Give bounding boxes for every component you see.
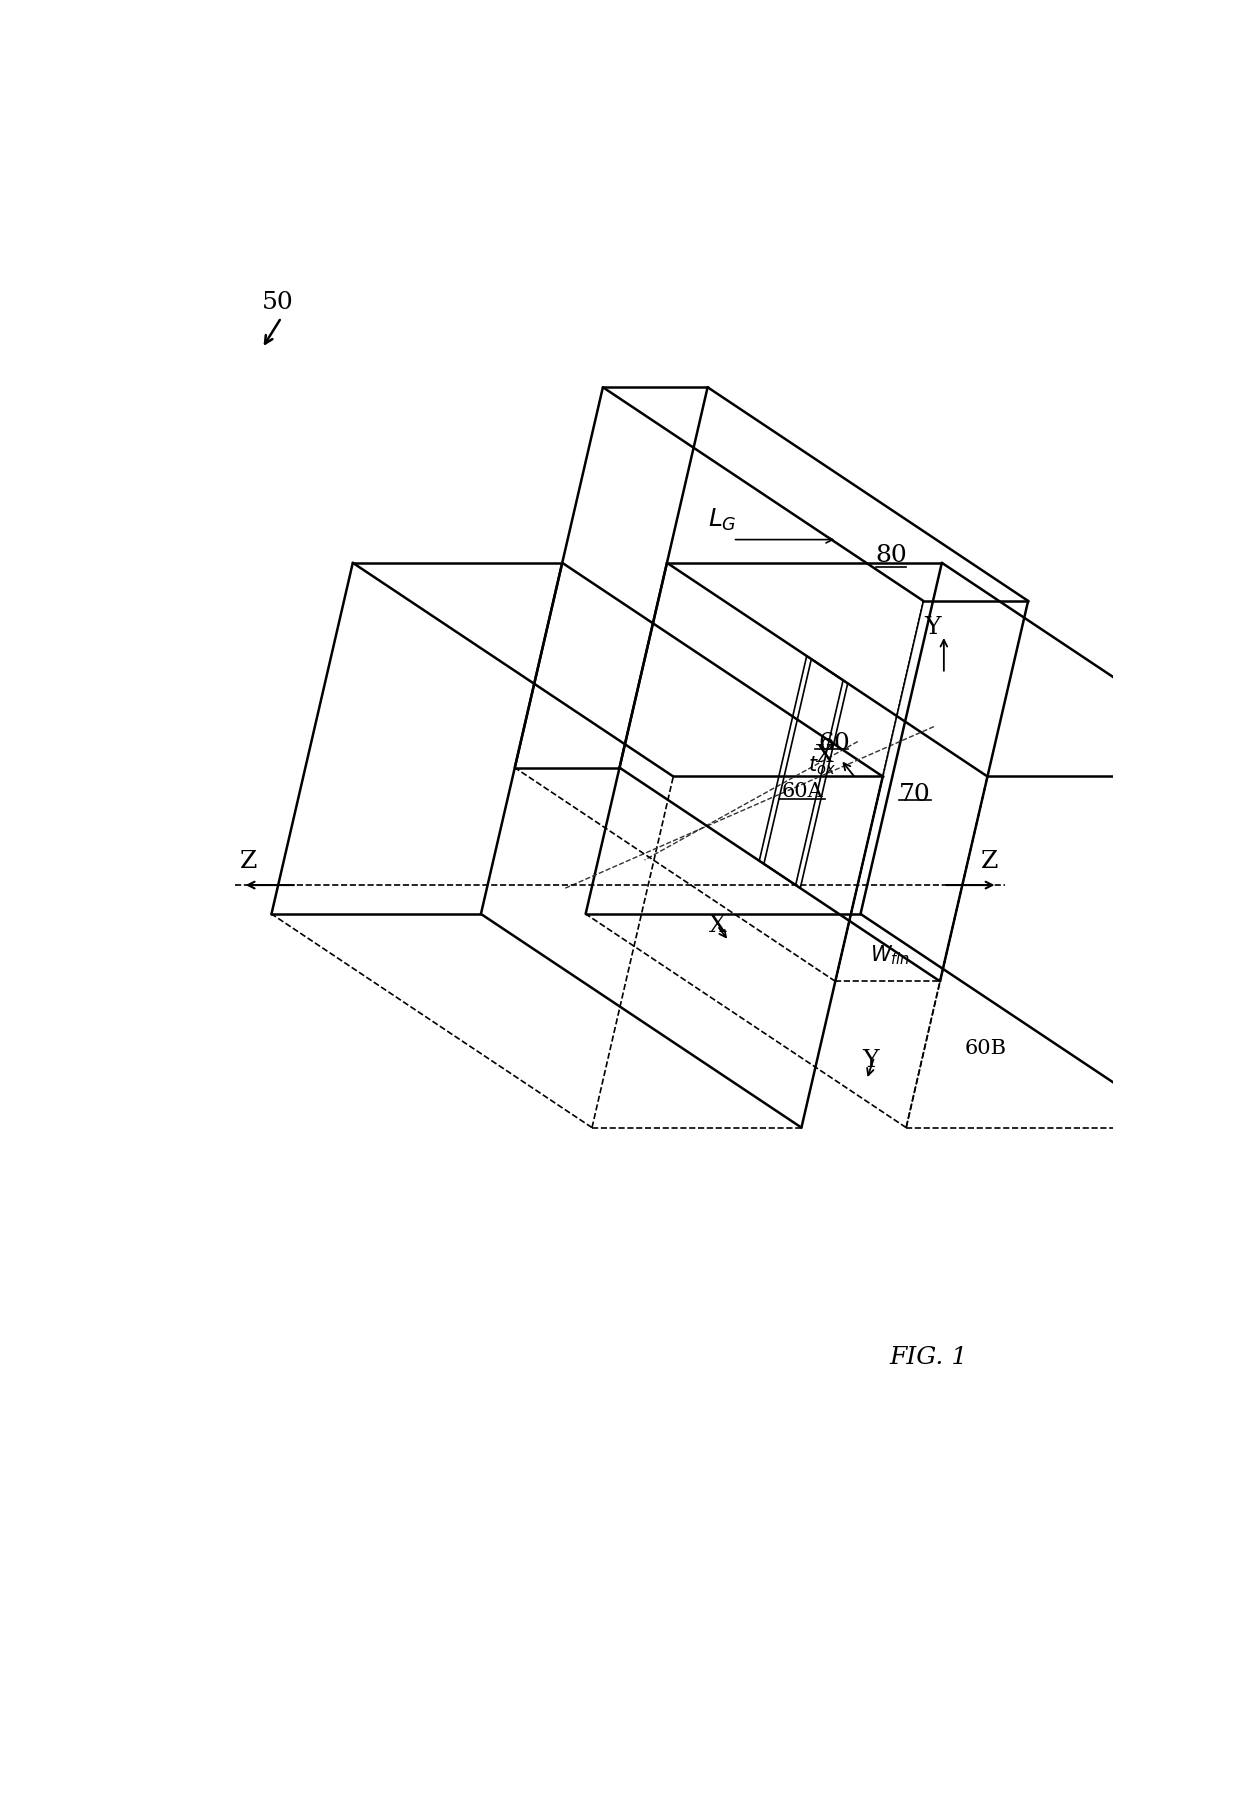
Polygon shape: [353, 563, 883, 776]
Polygon shape: [515, 387, 708, 767]
Text: Z: Z: [241, 850, 258, 873]
Polygon shape: [861, 563, 1240, 1128]
Text: X: X: [816, 744, 835, 767]
Text: Z: Z: [981, 850, 998, 873]
Polygon shape: [591, 776, 883, 1128]
Polygon shape: [481, 563, 883, 1128]
Text: $t_{ox}$: $t_{ox}$: [808, 755, 836, 778]
Polygon shape: [603, 387, 1028, 601]
Text: 60B: 60B: [965, 1038, 1007, 1058]
Text: Y: Y: [862, 1049, 879, 1072]
Polygon shape: [667, 563, 1240, 776]
Text: FIG. 1: FIG. 1: [889, 1345, 967, 1368]
Text: 70: 70: [899, 782, 930, 805]
Polygon shape: [272, 563, 673, 1128]
Polygon shape: [620, 387, 1028, 981]
Polygon shape: [585, 563, 942, 914]
Polygon shape: [515, 387, 924, 981]
Text: 80: 80: [875, 545, 906, 567]
Polygon shape: [836, 601, 1028, 981]
Text: Y: Y: [924, 617, 941, 638]
Text: X: X: [708, 914, 727, 938]
Text: $W_{fin}$: $W_{fin}$: [869, 943, 910, 966]
Polygon shape: [272, 563, 562, 914]
Text: $L_G$: $L_G$: [708, 507, 737, 533]
Text: 60A: 60A: [781, 782, 823, 801]
Text: 60: 60: [818, 732, 849, 755]
Text: 50: 50: [262, 290, 294, 314]
Polygon shape: [585, 563, 987, 1128]
